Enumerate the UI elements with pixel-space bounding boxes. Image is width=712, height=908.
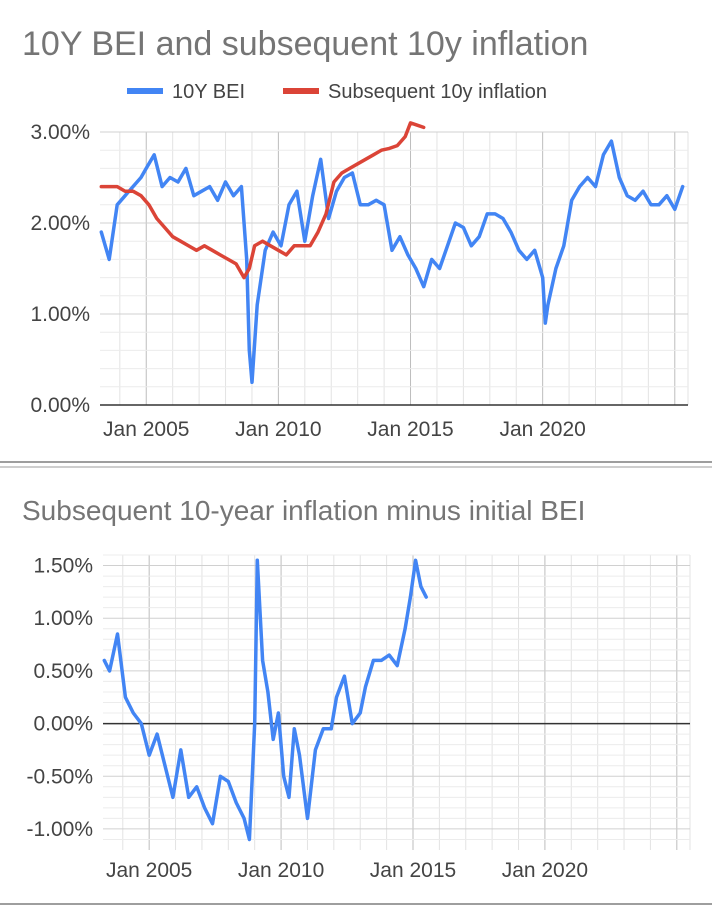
chart1-series bbox=[99, 121, 685, 385]
legend-swatch-bei bbox=[127, 88, 163, 94]
x-tick-label: Jan 2020 bbox=[499, 418, 585, 441]
y-tick-label: 0.00% bbox=[30, 394, 90, 417]
x-tick-label: Jan 2015 bbox=[370, 859, 456, 882]
chart2-axes: 1.50% 1.00% 0.50% 0.00% -0.50% -1.00% Jan 2005… bbox=[26, 555, 690, 882]
y-tick-label: 3.00% bbox=[30, 121, 90, 144]
series-line-0 bbox=[102, 558, 428, 842]
chart1-legend: 10Y BEI Subsequent 10y inflation bbox=[127, 81, 547, 103]
y-tick-label: 1.50% bbox=[33, 555, 93, 578]
y-tick-label: 0.00% bbox=[33, 713, 93, 736]
y-tick-label: 0.50% bbox=[33, 660, 93, 683]
chart-bei-vs-inflation: 10Y BEI and subsequent 10y inflation 10Y… bbox=[22, 25, 689, 441]
x-tick-label: Jan 2005 bbox=[106, 859, 192, 882]
legend-label-bei: 10Y BEI bbox=[172, 81, 245, 103]
chart1-grid bbox=[100, 131, 689, 406]
chart2-grid bbox=[103, 554, 691, 850]
x-tick-label: Jan 2020 bbox=[502, 859, 588, 882]
y-tick-label: -0.50% bbox=[26, 765, 93, 788]
y-tick-label: 1.00% bbox=[30, 303, 90, 326]
series-line-0 bbox=[99, 139, 685, 385]
y-tick-label: 1.00% bbox=[33, 607, 93, 630]
legend-swatch-inflation bbox=[283, 88, 319, 94]
x-tick-label: Jan 2010 bbox=[235, 418, 321, 441]
chart2-title: Subsequent 10-year inflation minus initi… bbox=[22, 495, 585, 526]
y-tick-label: -1.00% bbox=[26, 818, 93, 841]
chart2-series bbox=[102, 558, 428, 842]
y-tick-label: 2.00% bbox=[30, 212, 90, 235]
chart1-title: 10Y BEI and subsequent 10y inflation bbox=[22, 25, 588, 63]
series-line-1 bbox=[99, 121, 426, 280]
legend-label-inflation: Subsequent 10y inflation bbox=[328, 81, 547, 103]
chart1-axes: 0.00% 1.00% 2.00% 3.00% Jan 2005 Jan 2010 Jan … bbox=[30, 121, 688, 441]
chart-inflation-minus-bei: Subsequent 10-year inflation minus initi… bbox=[22, 495, 691, 882]
x-tick-label: Jan 2010 bbox=[238, 859, 324, 882]
x-tick-label: Jan 2005 bbox=[103, 418, 189, 441]
x-tick-label: Jan 2015 bbox=[367, 418, 453, 441]
